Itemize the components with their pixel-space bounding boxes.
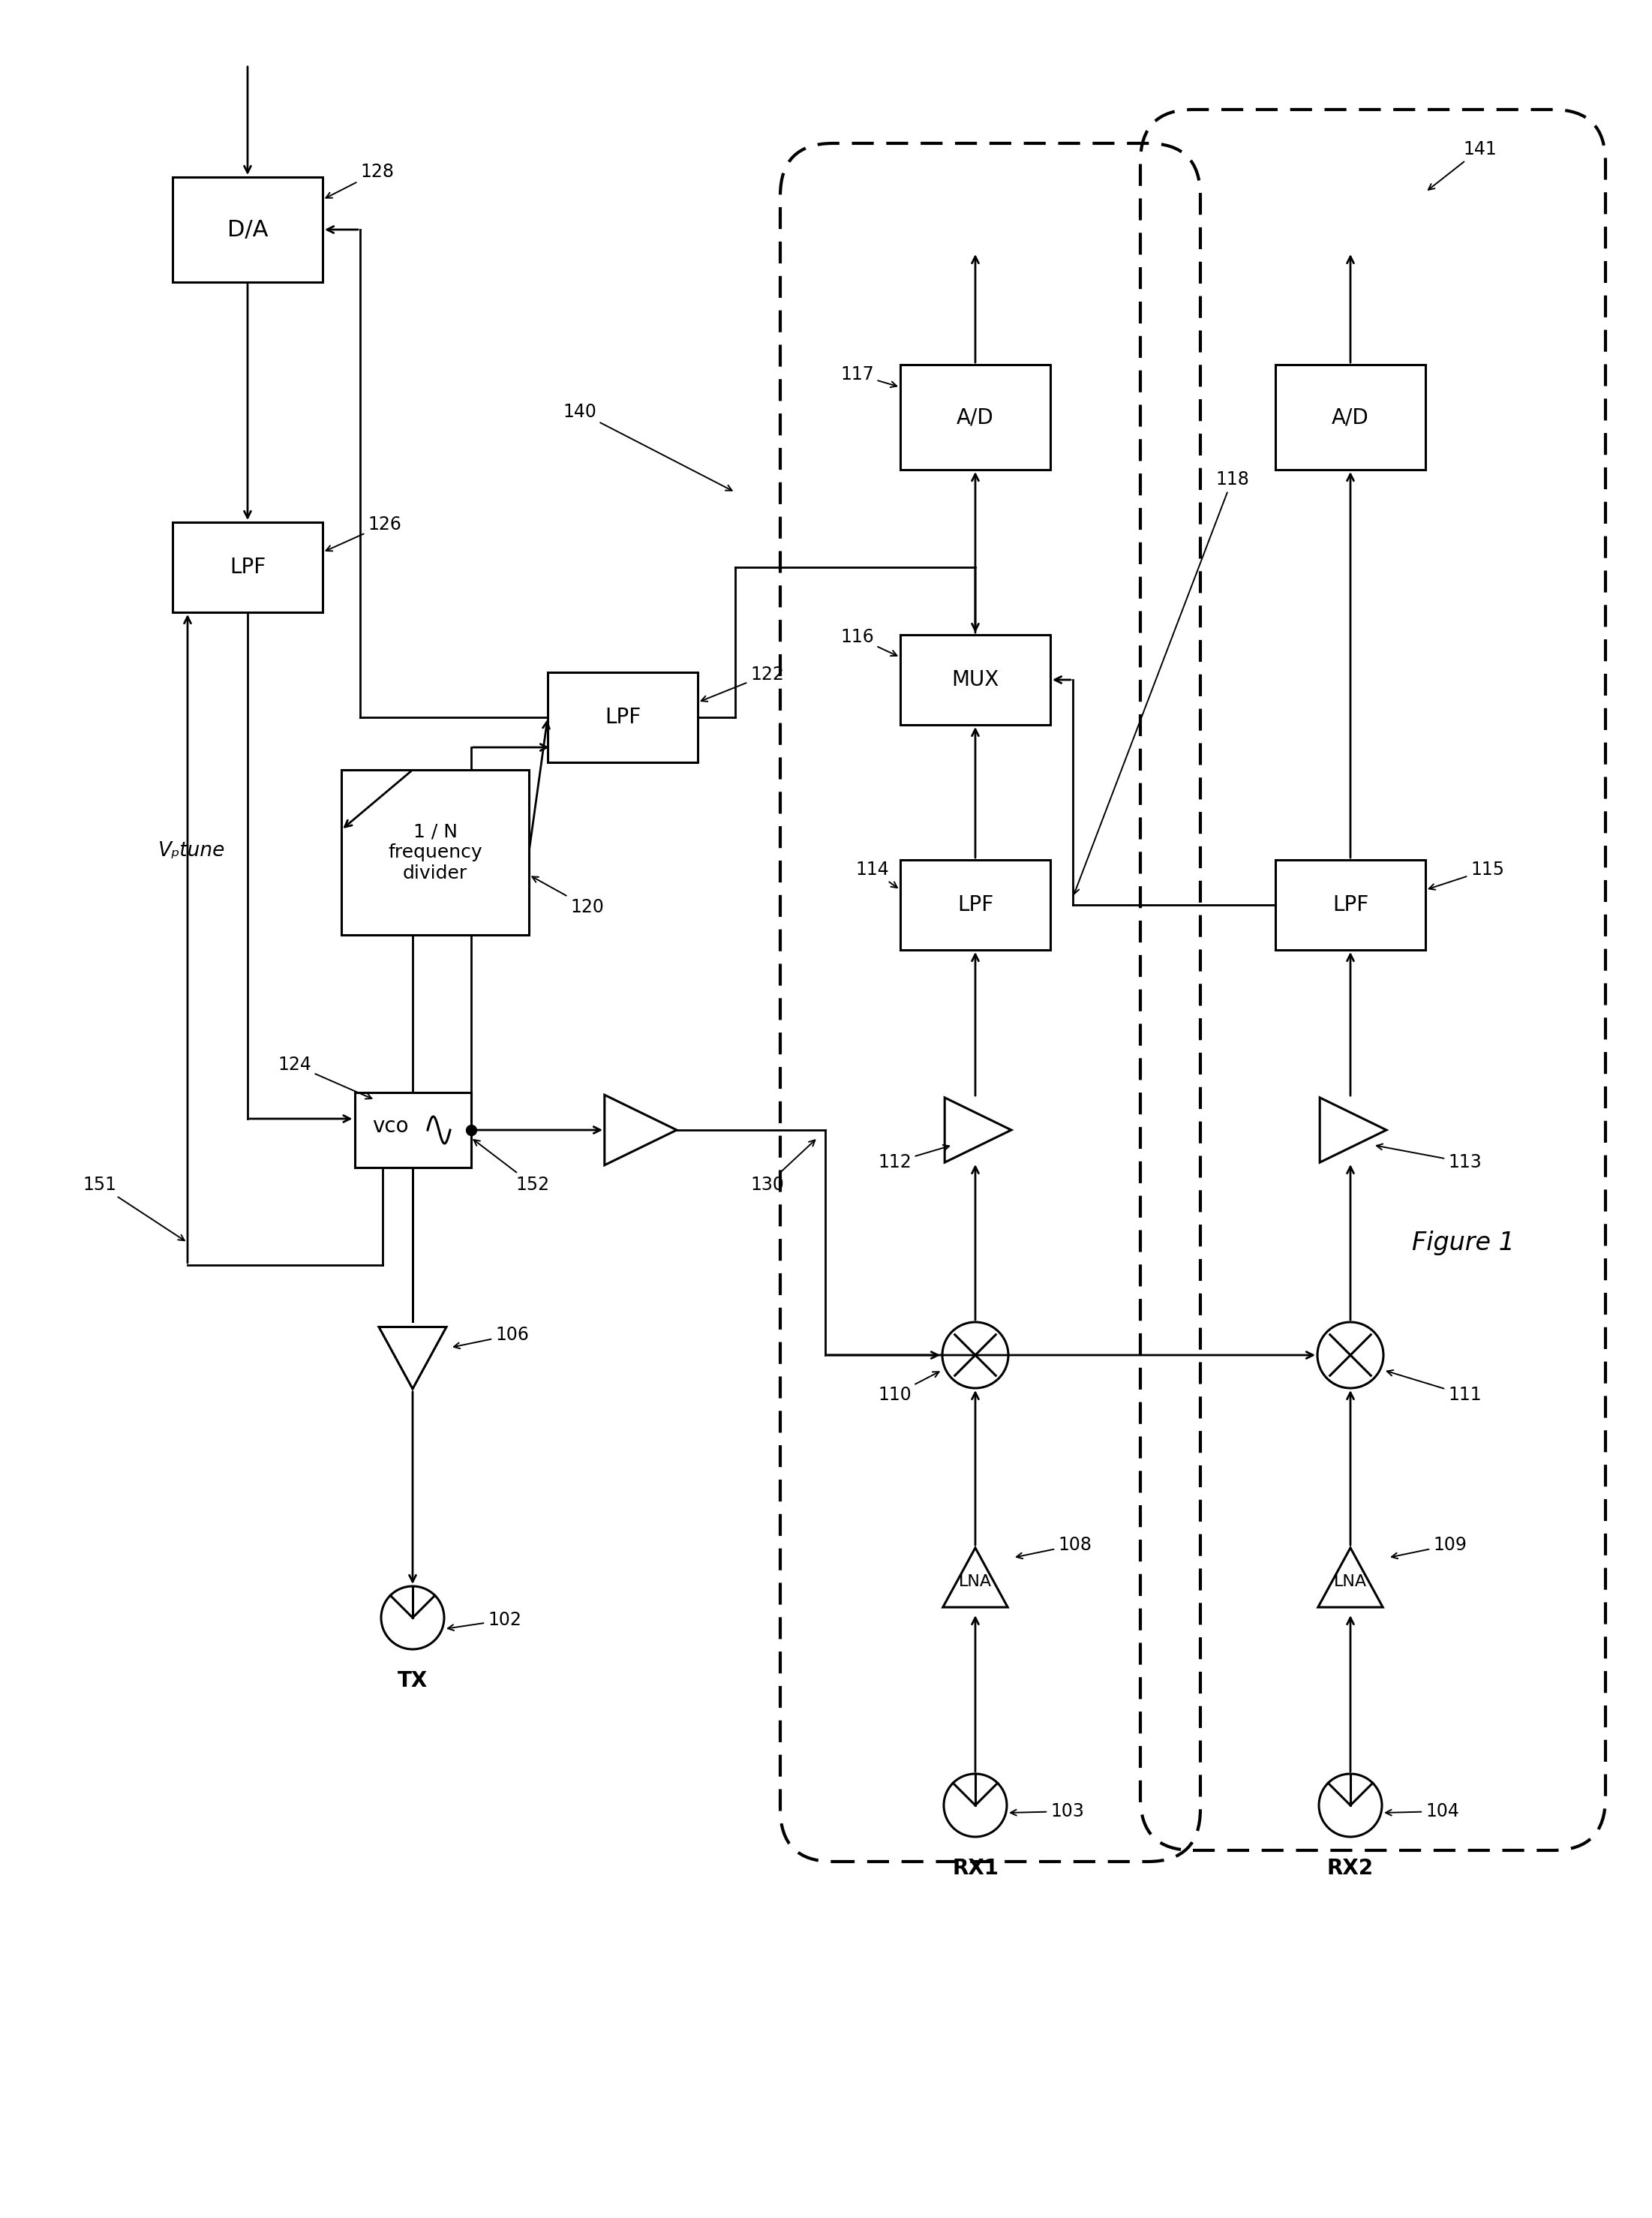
Text: 118: 118 xyxy=(1074,470,1249,894)
Text: 152: 152 xyxy=(474,1140,550,1193)
Text: 106: 106 xyxy=(454,1326,529,1349)
Text: 104: 104 xyxy=(1386,1803,1459,1821)
Text: 151: 151 xyxy=(83,1176,185,1240)
Text: 110: 110 xyxy=(877,1371,938,1404)
Text: 140: 140 xyxy=(563,404,732,490)
Text: 115: 115 xyxy=(1429,861,1505,889)
Text: Figure 1: Figure 1 xyxy=(1411,1231,1515,1255)
Text: 103: 103 xyxy=(1011,1803,1084,1821)
Text: RX2: RX2 xyxy=(1327,1859,1374,1879)
Text: 116: 116 xyxy=(841,628,897,657)
Text: D/A: D/A xyxy=(226,220,268,240)
Text: 130: 130 xyxy=(750,1140,814,1193)
Text: LNA: LNA xyxy=(958,1575,991,1590)
Text: LPF: LPF xyxy=(230,557,266,577)
FancyBboxPatch shape xyxy=(900,364,1051,470)
Text: 1 / N
frequency
divider: 1 / N frequency divider xyxy=(388,823,482,883)
Circle shape xyxy=(942,1322,1008,1388)
Circle shape xyxy=(1317,1322,1383,1388)
Text: MUX: MUX xyxy=(952,670,999,690)
Text: 126: 126 xyxy=(325,515,401,550)
FancyBboxPatch shape xyxy=(900,861,1051,949)
Circle shape xyxy=(943,1774,1006,1837)
Text: 108: 108 xyxy=(1016,1535,1092,1559)
Text: 113: 113 xyxy=(1376,1144,1482,1171)
Text: LPF: LPF xyxy=(605,708,641,728)
FancyBboxPatch shape xyxy=(548,672,697,763)
Text: 102: 102 xyxy=(448,1610,522,1630)
Text: Vₚtune: Vₚtune xyxy=(159,841,225,861)
Text: 112: 112 xyxy=(877,1144,950,1171)
Text: LNA: LNA xyxy=(1333,1575,1366,1590)
Text: A/D: A/D xyxy=(1332,406,1370,428)
FancyBboxPatch shape xyxy=(355,1093,471,1167)
Text: 124: 124 xyxy=(278,1056,372,1098)
FancyBboxPatch shape xyxy=(172,177,322,282)
Text: 114: 114 xyxy=(856,861,897,887)
FancyBboxPatch shape xyxy=(1275,861,1426,949)
Text: vco: vco xyxy=(372,1116,408,1138)
Text: 120: 120 xyxy=(532,876,605,916)
Text: 122: 122 xyxy=(700,665,785,701)
Text: 117: 117 xyxy=(841,366,897,388)
Text: RX1: RX1 xyxy=(952,1859,998,1879)
Text: A/D: A/D xyxy=(957,406,995,428)
Text: 109: 109 xyxy=(1391,1535,1467,1559)
FancyBboxPatch shape xyxy=(172,521,322,612)
Text: 128: 128 xyxy=(325,162,393,197)
Text: LPF: LPF xyxy=(957,894,993,916)
Circle shape xyxy=(382,1586,444,1650)
Text: TX: TX xyxy=(398,1670,428,1692)
Text: 141: 141 xyxy=(1429,140,1497,191)
Text: 111: 111 xyxy=(1388,1371,1482,1404)
Circle shape xyxy=(1318,1774,1383,1837)
Text: LPF: LPF xyxy=(1332,894,1368,916)
FancyBboxPatch shape xyxy=(1275,364,1426,470)
FancyBboxPatch shape xyxy=(900,634,1051,725)
FancyBboxPatch shape xyxy=(342,770,529,936)
